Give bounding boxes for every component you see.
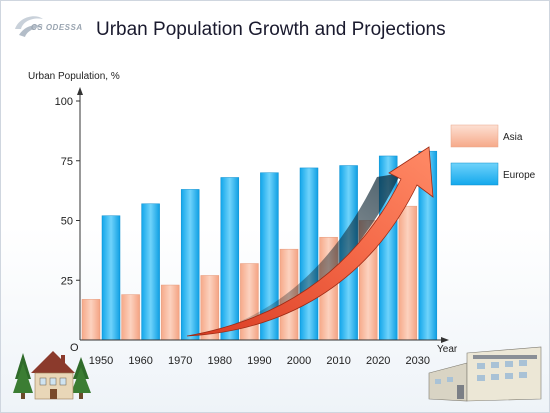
y-tick-label: 25 [61,275,73,287]
bar-europe-1950 [101,215,121,341]
bar-europe-1960 [141,203,160,341]
bar-asia-1950 [81,299,101,341]
bar-asia-1990 [240,263,259,341]
bar-europe-2000 [299,167,319,341]
x-tick-label: 2010 [326,355,350,367]
y-axis-arrow-icon [77,87,83,95]
legend-label-asia: Asia [503,132,523,143]
building-illustration [428,346,542,402]
legend-swatch-europe [450,162,499,186]
x-tick-label: 2030 [406,355,430,367]
x-tick-label: 1980 [208,355,232,367]
legend-label-europe: Europe [503,170,536,181]
bar-asia-1960 [121,294,140,341]
logo-text: CS ODESSA [31,23,83,32]
bar-asia-2030 [398,205,418,341]
x-tick-label: 1970 [168,355,192,367]
x-axis-label: Year [437,344,458,355]
x-ticks: 1950 1960 1970 1980 1990 2000 2010 2020 2030 [89,355,430,367]
y-tick-label: 50 [61,216,73,228]
x-axis-arrow-icon [441,337,449,343]
bar-asia-1970 [160,284,180,341]
bar-europe-1970 [180,189,200,341]
x-tick-label: 1960 [128,355,152,367]
y-tick-label: 75 [61,156,73,168]
x-tick-label: 2020 [366,355,390,367]
x-tick-label: 1950 [89,355,113,367]
house-illustration [13,351,91,400]
x-tick-label: 1990 [247,355,271,367]
y-axis-label: Urban Population, % [28,71,120,82]
y-ticks: 25 50 75 100 [55,96,80,287]
x-tick-label: 2000 [287,355,311,367]
bar-europe-1980 [220,177,240,341]
growth-arrow [186,146,434,337]
legend-swatch-asia [450,124,499,148]
logo-swirl-icon [15,16,43,37]
y-tick-label: 100 [55,96,73,108]
chart-title: Urban Population Growth and Projections [96,19,446,40]
origin-label: O [70,342,79,354]
legend: Asia Europe [450,124,536,186]
